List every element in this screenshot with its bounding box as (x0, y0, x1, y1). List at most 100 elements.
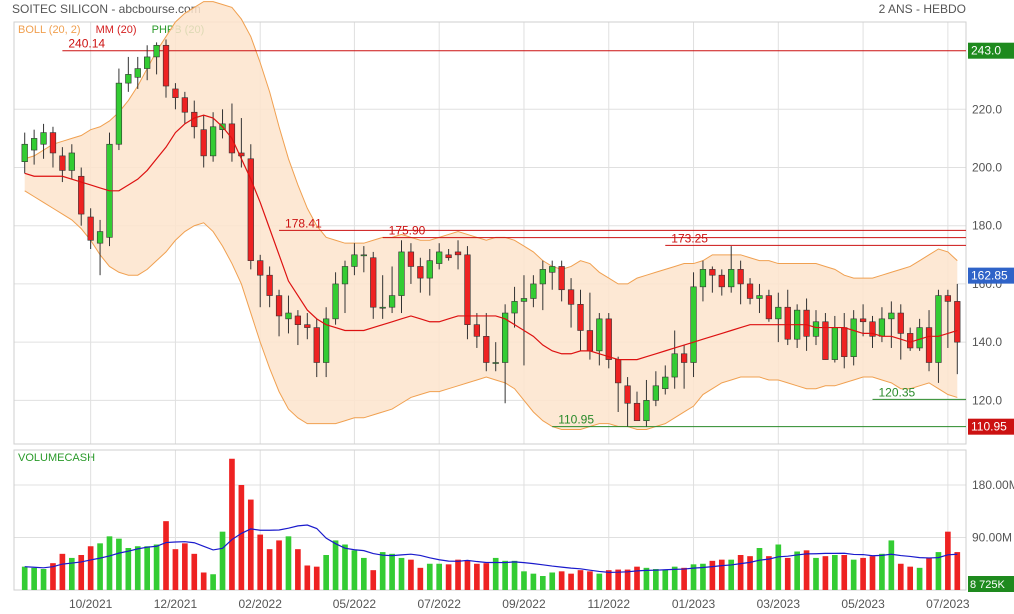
candle-body (662, 376, 669, 390)
candle-body (869, 321, 876, 337)
candle-body (445, 254, 452, 259)
volume-bar (653, 569, 659, 590)
volume-bar (370, 570, 377, 590)
candle-body (162, 44, 170, 87)
candle-body (558, 266, 565, 291)
candle-body (68, 152, 75, 171)
volume-bar (662, 569, 669, 590)
candle-body (247, 158, 254, 261)
candle-body (454, 251, 462, 256)
candle-body (40, 132, 47, 145)
candle-body (822, 321, 829, 360)
price-tick-label: 200.0 (972, 161, 1002, 175)
candle-body (332, 283, 339, 320)
candle-body (78, 175, 85, 215)
candle-body (473, 324, 480, 337)
volume-bar (671, 566, 678, 590)
volume-bar (351, 550, 358, 590)
volume-bar (417, 567, 424, 590)
candle-body (96, 231, 104, 244)
volume-bar (68, 557, 75, 590)
volume-bar (398, 557, 405, 590)
candle-body (652, 385, 659, 401)
volume-tick-label: 180.00M (972, 478, 1014, 492)
volume-bar (568, 573, 574, 590)
candle-body (134, 68, 141, 78)
volume-bar (549, 572, 556, 590)
volume-bar (106, 536, 113, 590)
price-box (968, 42, 1014, 59)
candle-body (87, 216, 94, 241)
candle-body (398, 251, 405, 296)
volume-bar (681, 567, 687, 590)
volume-bar (474, 563, 480, 590)
bollinger-lower (24, 190, 958, 430)
volume-bar (436, 563, 443, 590)
candle-body (907, 333, 914, 349)
volume-bar (832, 555, 838, 590)
candle-body (765, 295, 773, 320)
candle-body (643, 400, 650, 422)
level-label: 120.35 (879, 385, 916, 399)
period-label: 2 ANS - HEBDO (878, 2, 966, 16)
candle-body (285, 312, 292, 320)
volume-bar (87, 546, 94, 590)
candle-body (341, 266, 349, 285)
volume-bar (295, 549, 301, 590)
volume-bar (116, 538, 122, 590)
candle-body (313, 327, 320, 363)
volume-bar (247, 499, 254, 590)
volume-bar (464, 560, 471, 590)
volume-bar (926, 557, 932, 590)
candle-body (954, 301, 961, 343)
candle-body (878, 318, 886, 337)
volume-bar (511, 560, 518, 590)
volume-bar (954, 552, 961, 590)
volume-bar (558, 571, 565, 590)
candle-body (417, 266, 424, 279)
candle-body (304, 324, 311, 328)
candle-body (935, 295, 942, 363)
x-tick-label: 03/2023 (757, 597, 801, 611)
volume-bar (794, 551, 800, 590)
candle-body (680, 353, 688, 363)
x-tick-label: 07/2023 (926, 597, 970, 611)
candle-body (718, 274, 725, 288)
volume-bar (97, 543, 103, 590)
candle-body (181, 97, 188, 113)
volume-bar (50, 563, 56, 590)
volume-bar (690, 564, 697, 590)
volume-bar (276, 540, 282, 590)
volume-bar (379, 552, 386, 590)
candle-body (31, 138, 38, 151)
volume-bar (238, 485, 245, 590)
candle-body (596, 318, 603, 352)
candle-body (944, 295, 951, 302)
bollinger-upper (24, 1, 958, 285)
price-box-label: 243.0 (971, 44, 1001, 58)
level-label: 173.25 (671, 231, 708, 245)
candle-body (238, 152, 245, 157)
candle-body (803, 309, 810, 337)
candle-body (690, 286, 697, 363)
candle-body (125, 74, 132, 84)
chart-title: SOITEC SILICON - abcbourse.com (12, 2, 201, 16)
candle-body (492, 362, 499, 364)
candle-body (897, 312, 904, 334)
volume-bar (803, 550, 810, 590)
candle-body (209, 126, 217, 157)
candle-body (370, 257, 377, 308)
x-tick-label: 12/2021 (154, 597, 198, 611)
volume-ma-line (24, 524, 958, 573)
candle-body (59, 155, 66, 171)
candle-body (737, 269, 744, 285)
x-tick-label: 11/2022 (588, 597, 631, 611)
volume-bar (257, 534, 264, 590)
candle-body (549, 266, 556, 273)
volume-bar (718, 559, 725, 590)
volume-bar (935, 552, 942, 590)
candle-body (624, 385, 631, 404)
volume-bar (78, 555, 85, 590)
volume-bar (850, 559, 857, 590)
volume-bar (728, 559, 735, 590)
